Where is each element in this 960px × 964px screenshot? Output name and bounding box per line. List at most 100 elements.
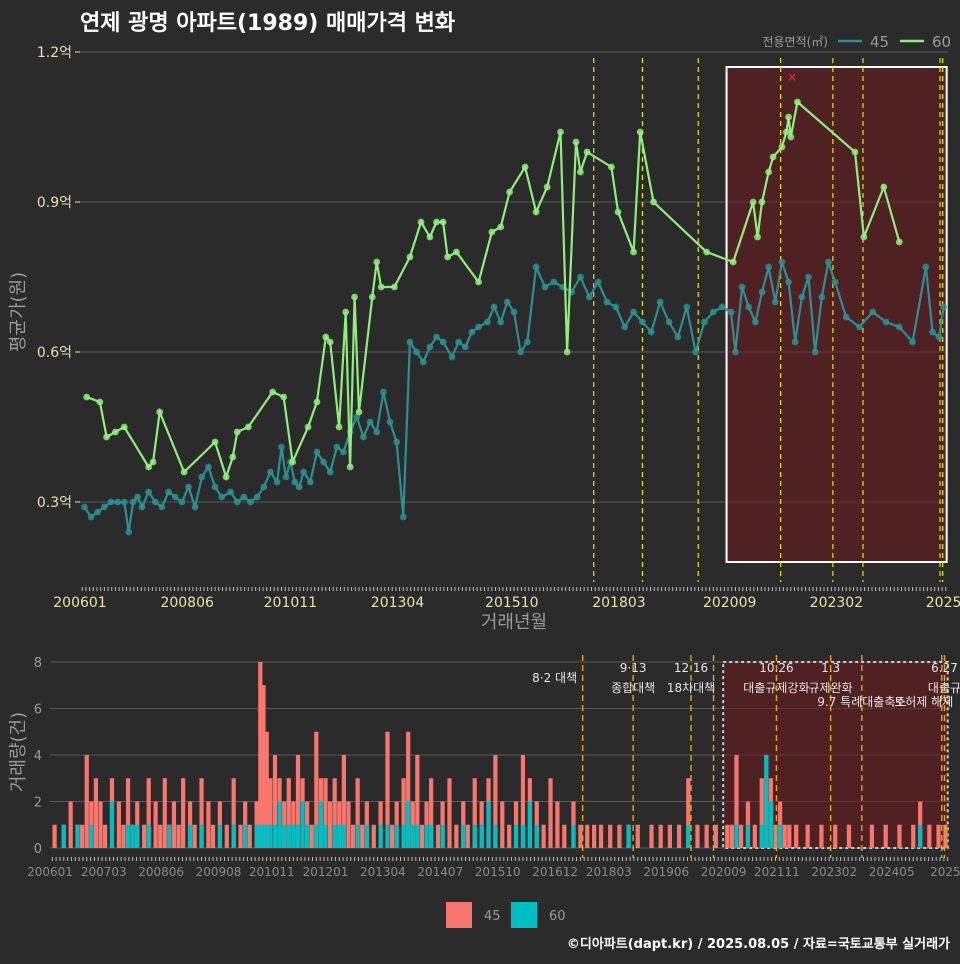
bar-45 [121,824,126,848]
bar-45 [102,824,108,848]
series-45-point [295,483,303,491]
bar-45 [286,778,291,848]
bar-45 [833,824,838,848]
legend-45-label: 45 [870,33,889,51]
series-60-point [377,283,385,291]
bar-60 [268,824,273,848]
bar-45 [608,824,613,848]
bar-45 [415,754,420,848]
series-45-point [282,473,290,481]
series-45-point [300,468,308,476]
max-price-marker: × [787,70,797,84]
series-45-point [393,438,401,446]
series-45-point [227,488,234,496]
bar-45 [447,778,452,848]
bar-60 [231,824,236,848]
series-45-point [825,258,832,266]
series-45-point [594,278,602,286]
bar-60 [291,824,296,848]
series-45-point [373,428,381,436]
series-60-point [497,223,505,231]
bar-45 [578,824,583,848]
series-45-point [778,258,786,266]
series-45-point [869,308,877,316]
series-45-point [191,503,199,511]
series-45-point [267,468,274,476]
bar-60 [394,824,399,848]
series-60-point [326,338,334,346]
bar-60 [243,824,248,848]
bar-45 [534,801,539,848]
series-45-point [798,293,806,301]
bar-60 [745,824,751,848]
series-45-point [134,493,141,501]
bar-45 [465,824,470,848]
bar-60 [759,824,764,848]
event-date-label: 10.26 [759,661,793,675]
series-45-point [811,348,819,356]
bar-60 [415,824,420,848]
series-45-point [413,348,420,356]
bar-45 [210,824,216,848]
series-60-point [630,248,637,256]
bar-45 [507,824,512,848]
series-45-point [805,273,812,281]
bar-45 [943,824,948,848]
series-45-point [523,338,531,346]
bar-60 [295,824,301,848]
bar-45 [89,801,94,848]
bar-45 [199,778,204,848]
bottom-x-tick-label: 200908 [196,865,242,879]
legend-60-label: 60 [932,33,951,51]
series-60-point [488,228,496,236]
bar-45 [68,801,73,848]
bar-45 [217,801,223,848]
bar-45 [146,778,151,848]
series-45-point [475,323,482,331]
series-45-point [326,468,334,476]
series-45-point [240,493,248,501]
bar-45 [327,801,333,848]
bottom-x-tick-label: 2025 [930,865,960,879]
bar-45 [585,824,590,848]
series-45-point [745,303,753,311]
bar-45 [782,824,787,848]
bar-60 [125,824,131,848]
top-x-tick-label: 201803 [592,595,645,611]
series-45-point [145,488,153,496]
bar-45 [282,801,287,848]
legend-bar-60-swatch [511,902,537,928]
bar-45 [80,824,85,848]
series-60-point [180,468,188,476]
bar-45 [649,824,654,848]
series-45-point [541,283,549,291]
series-45-point [497,318,505,326]
bar-60 [264,824,269,848]
bar-45 [171,801,177,848]
series-45-point [935,333,943,341]
series-60-point [614,208,622,216]
bar-45 [472,778,477,848]
series-45-point [503,298,511,306]
bar-45 [389,824,395,848]
bottom-y-tick-label: 2 [34,795,42,810]
bar-45 [454,824,459,848]
series-45-point [253,493,261,501]
legend-bar-45-swatch [446,902,472,928]
event-label: 규제완화 [809,681,853,695]
series-60-point [222,473,230,481]
series-60-point [269,388,277,396]
bar-60 [199,824,204,848]
series-45-point [386,418,394,426]
series-60-point [563,348,571,356]
series-60-point [244,423,252,431]
top-y-tick-label: 0.3억 [37,495,72,511]
bar-60 [305,824,310,848]
bar-45 [231,778,236,848]
bar-45 [440,801,445,848]
series-45-point [211,483,219,491]
series-45-point [151,498,159,506]
series-60-point [543,183,551,191]
series-45-point [419,358,427,366]
